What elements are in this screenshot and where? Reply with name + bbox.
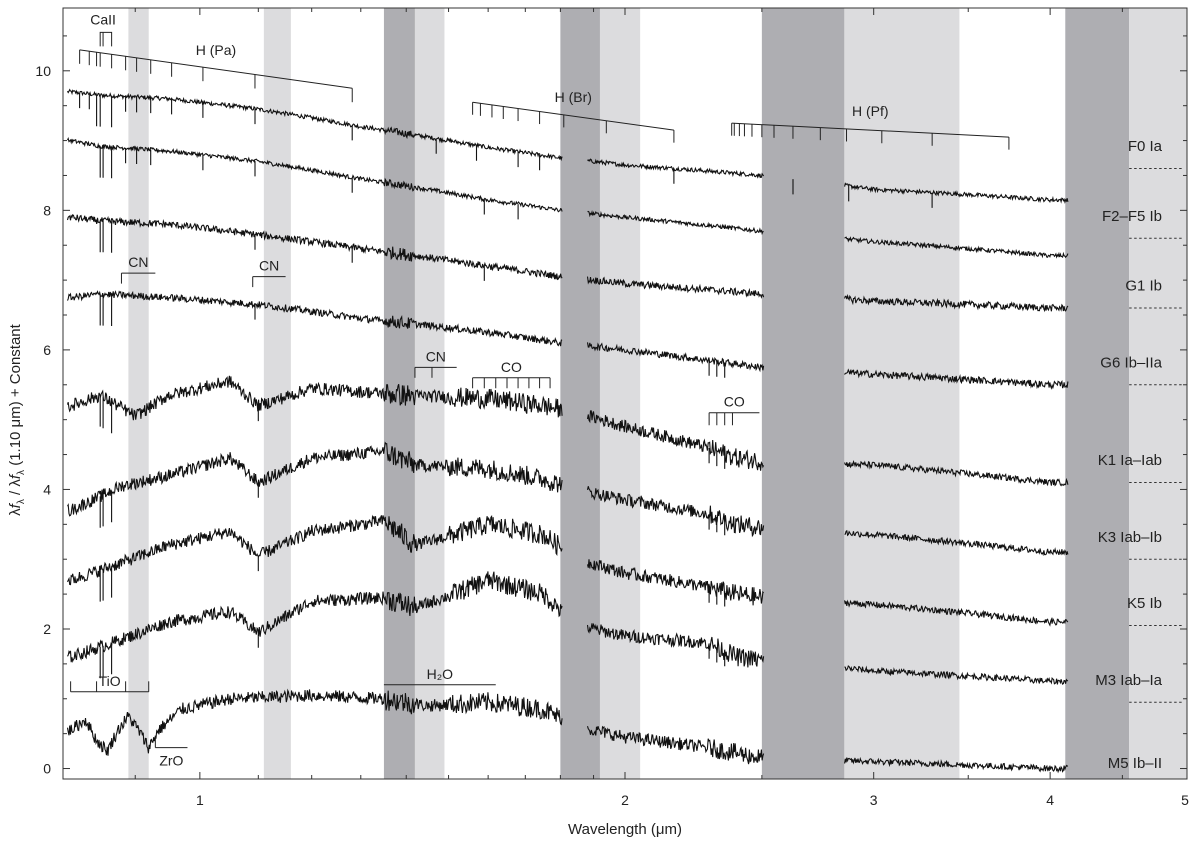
star-label-0: F0 Ia <box>1128 138 1163 155</box>
absorption-band-6 <box>761 8 845 779</box>
spectrum-line-2 <box>66 214 1069 313</box>
y-title-part: (1.10 μm) + Constant <box>7 323 24 470</box>
x-tick-label: 5 <box>1181 792 1189 808</box>
feature-label: CN <box>259 258 279 274</box>
absorption-band-0 <box>128 8 149 779</box>
marker-3: H (Pf) <box>731 103 1010 150</box>
star-label-6: K5 Ib <box>1127 595 1162 612</box>
absorption-band-4 <box>560 8 600 779</box>
marker-0: CaII <box>90 11 116 47</box>
x-tick-label: 1 <box>196 792 204 808</box>
series-bar <box>79 49 353 89</box>
caii-bracket <box>99 31 113 47</box>
feature-label: H (Pa) <box>196 42 236 58</box>
y-title-part: f <box>7 473 24 479</box>
marker-2: H (Br) <box>472 89 675 143</box>
x-axis-title: Wavelength (μm) <box>568 821 682 838</box>
feature-label: CO <box>501 359 522 375</box>
spectrum-line-1 <box>67 137 1069 259</box>
y-title-part: f <box>7 502 24 508</box>
y-title-part: λ <box>16 470 27 475</box>
y-tick-label: 2 <box>43 621 51 637</box>
star-label-3: G6 Ib–IIa <box>1100 354 1162 371</box>
y-tick-label: 10 <box>35 63 51 79</box>
y-axis-title: λfλ / λfλ (1.10 μm) + Constant <box>7 323 27 515</box>
y-tick-label: 8 <box>43 202 51 218</box>
marker-1: H (Pa) <box>79 42 353 103</box>
spectrum-line-7 <box>67 571 1069 685</box>
star-label-8: M5 Ib–II <box>1108 755 1162 772</box>
spectra <box>66 88 1069 774</box>
spectrum-line-5 <box>67 441 1069 557</box>
feature-label: H (Br) <box>555 89 592 105</box>
spectrum-line-6 <box>67 514 1069 627</box>
y-title-part: λ <box>16 499 27 504</box>
spectrum-line-4 <box>66 375 1069 487</box>
x-tick-label: 2 <box>621 792 629 808</box>
feature-label: CN <box>426 348 446 364</box>
spectrum-line-0 <box>67 88 1069 208</box>
series-bar <box>731 122 1009 138</box>
y-title-part: / λ <box>7 479 24 500</box>
x-tick-label: 4 <box>1046 792 1054 808</box>
y-title-part: λ <box>7 508 24 516</box>
star-label-7: M3 Iab–Ia <box>1095 672 1162 689</box>
series-bar <box>472 101 674 131</box>
feature-label: CO <box>724 394 745 410</box>
spectrum-line-8 <box>66 688 1069 774</box>
marker-7: CO <box>472 359 551 389</box>
y-tick-label: 6 <box>43 342 51 358</box>
line-markers: CaII H (Pa) H (Br) H (Pf) CN CN CN CO CO TiO ZrO H₂… <box>70 11 1010 769</box>
star-label-5: K3 Iab–Ib <box>1098 529 1162 546</box>
star-label-2: G1 Ib <box>1125 278 1162 295</box>
star-label-4: K1 Ia–Iab <box>1098 452 1162 469</box>
feature-label: CaII <box>90 11 116 27</box>
feature-label: CN <box>128 254 148 270</box>
feature-label: H₂O <box>427 666 454 682</box>
marker-8: CO <box>708 394 760 426</box>
y-tick-label: 0 <box>43 761 51 777</box>
absorption-band-8 <box>1065 8 1130 779</box>
marker-6: CN <box>414 348 457 378</box>
star-label-1: F2–F5 Ib <box>1102 208 1162 225</box>
absorption-band-9 <box>1129 8 1187 779</box>
spectrum-line-3 <box>66 290 1069 390</box>
feature-label: H (Pf) <box>852 103 889 119</box>
y-tick-label: 4 <box>43 481 51 497</box>
marker-5: CN <box>252 258 286 288</box>
marker-4: CN <box>120 254 156 284</box>
continuum-dashes <box>1129 167 1183 703</box>
absorption-band-7 <box>844 8 960 779</box>
marker-9: TiO <box>70 673 150 693</box>
feature-label: TiO <box>99 673 121 689</box>
marker-10: ZrO <box>154 737 188 769</box>
absorption-band-5 <box>599 8 641 779</box>
star-labels: F0 Ia F2–F5 Ib G1 Ib G6 Ib–IIa K1 Ia–Iab K3 I… <box>1095 138 1162 772</box>
marker-11: H₂O <box>383 666 496 686</box>
feature-label: ZrO <box>159 753 183 769</box>
x-tick-label: 3 <box>870 792 878 808</box>
